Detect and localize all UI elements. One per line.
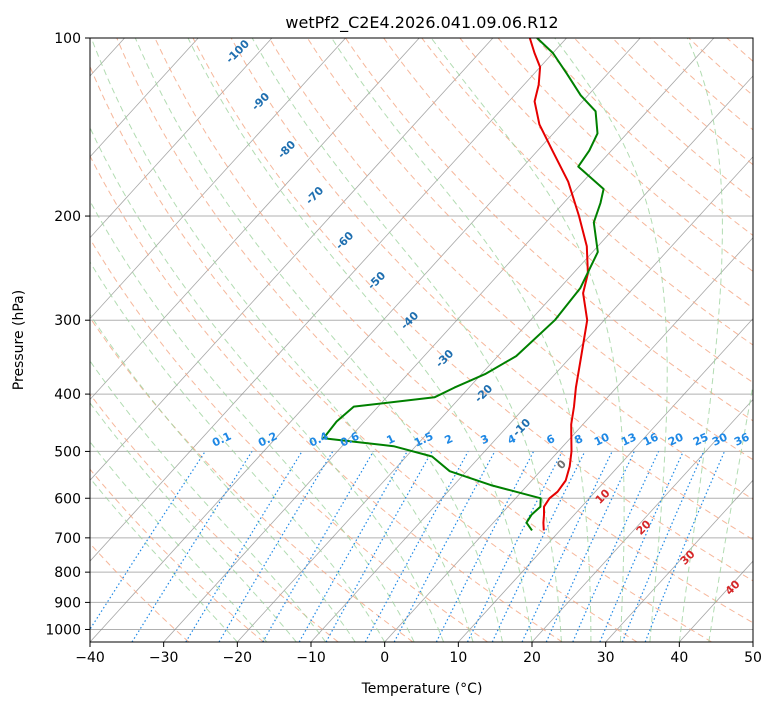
x-tick-label: −20: [223, 650, 253, 666]
mixing-ratio-label: 30: [710, 430, 730, 448]
x-axis-label: Temperature (°C): [361, 681, 483, 697]
x-tick-label: 30: [597, 650, 615, 666]
y-tick-label: 1000: [45, 622, 81, 638]
x-tick-label: −40: [75, 650, 105, 666]
moist-adiabat-line: [90, 261, 386, 642]
dry-adiabat-line: [421, 38, 753, 346]
mixing-ratio-line: [491, 451, 586, 642]
isotherm-line: [90, 38, 641, 642]
dry-adiabat-line: [192, 38, 753, 582]
mixing-ratio-label: 13: [619, 430, 638, 448]
dry-adiabat-line: [612, 38, 753, 166]
moist-adiabat-line: [90, 313, 356, 642]
isotherm-line: [90, 38, 346, 320]
y-tick-label: 200: [54, 209, 81, 225]
dry-adiabat-line: [306, 38, 753, 461]
moist-adiabat-line: [251, 38, 562, 642]
plot-frame: [89, 37, 754, 643]
mixing-ratio-line: [364, 451, 469, 642]
mixing-ratio-line: [466, 451, 563, 642]
x-tick-label: −10: [296, 650, 326, 666]
moist-adiabat-line: [554, 38, 668, 642]
x-tick-label: 50: [744, 650, 762, 666]
moist-adiabat-line: [90, 126, 445, 642]
dry-adiabat-line: [345, 38, 753, 422]
moist-adiabat-line: [708, 382, 753, 642]
y-tick-label: 600: [54, 491, 81, 507]
background-lines: [90, 38, 753, 642]
dry-adiabat-line: [90, 65, 638, 642]
dewpoint-profile-line: [322, 38, 605, 531]
isotherm-line: [384, 237, 753, 642]
y-axis-label: Pressure (hPa): [11, 290, 27, 390]
mixing-ratio-line: [218, 451, 334, 642]
dry-adiabat-line: [535, 38, 753, 237]
mixing-ratio-line: [262, 451, 374, 642]
x-tick-label: 0: [380, 650, 389, 666]
mixing-ratio-label: 10: [592, 430, 612, 448]
isotherm-line: [90, 38, 273, 239]
isotherm-line: [237, 75, 753, 642]
dry-adiabat-line: [230, 38, 753, 541]
y-tick-label: 300: [54, 313, 81, 329]
y-tick-label: 500: [54, 444, 81, 460]
isotherm-line: [163, 38, 715, 642]
mixing-ratio-label: 16: [641, 430, 661, 448]
moist-adiabat-line: [678, 38, 723, 642]
y-axis: 100 200 300 400 500 600 700 800 900 1000: [45, 31, 90, 638]
dry-adiabat-line: [90, 393, 339, 642]
isotherm-line: [90, 38, 494, 481]
moist-adiabat-line: [187, 38, 533, 642]
mixing-ratio-line: [599, 451, 684, 642]
x-axis: −40 −30 −20 −10 0 10 20 30 40 50: [75, 642, 762, 666]
mixing-ratio-line: [298, 451, 408, 642]
mixing-ratio-line: [131, 451, 253, 642]
mixing-ratio-line: [185, 451, 303, 642]
y-tick-label: 900: [54, 595, 81, 611]
moist-adiabat-line: [90, 38, 474, 642]
series-layer: [322, 38, 605, 531]
y-tick-label: 700: [54, 531, 81, 547]
dry-adiabat-line: [116, 38, 712, 642]
y-tick-label: 100: [54, 31, 81, 47]
moist-adiabat-line: [90, 200, 415, 642]
x-tick-label: 40: [670, 650, 688, 666]
mixing-ratio-line: [621, 451, 705, 642]
moist-adiabat-line: [90, 360, 327, 642]
moist-adiabat-line: [430, 38, 625, 642]
dry-adiabat-line: [90, 316, 414, 642]
dry-adiabat-line: [383, 38, 753, 384]
y-tick-label: 400: [54, 387, 81, 403]
x-tick-label: 10: [449, 650, 467, 666]
mixing-ratio-line: [572, 451, 660, 642]
mixing-ratio-line: [325, 451, 433, 642]
dry-adiabat-line: [90, 154, 563, 642]
moist-adiabat-line: [331, 38, 592, 642]
x-tick-label: −30: [149, 650, 179, 666]
mixing-ratio-line: [90, 451, 206, 631]
dry-adiabat-line: [154, 38, 753, 624]
moist-adiabat-line: [90, 402, 297, 642]
temperature-profile-line: [528, 38, 589, 531]
mixing-ratio-label: 25: [691, 430, 710, 448]
chart-title: wetPf2_C2E4.2026.041.09.06.R12: [285, 13, 558, 33]
mixing-ratio-label: 36: [732, 430, 752, 448]
x-tick-label: 20: [523, 650, 541, 666]
isotherm-line: [90, 38, 199, 158]
isotherm-line: [90, 38, 420, 401]
isotherm-line: [90, 38, 567, 562]
dry-adiabat-line: [573, 38, 753, 201]
y-tick-label: 800: [54, 565, 81, 581]
mixing-ratio-label: 20: [666, 430, 686, 448]
mixing-ratio-line: [545, 451, 635, 642]
mixing-ratio-line: [521, 451, 613, 642]
moist-adiabat-line: [134, 38, 503, 642]
isotherm-line: [605, 479, 753, 642]
